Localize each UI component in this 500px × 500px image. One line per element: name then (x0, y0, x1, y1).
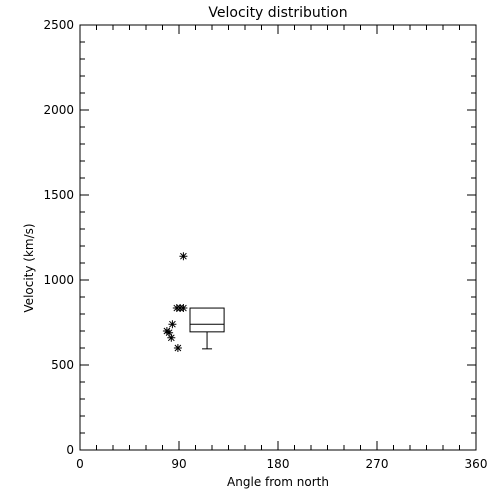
x-tick-label: 0 (76, 457, 84, 471)
y-tick-label: 1000 (43, 273, 74, 287)
data-point (179, 252, 188, 261)
y-tick-label: 1500 (43, 188, 74, 202)
x-tick-label: 180 (267, 457, 290, 471)
axis-tick-labels: 0 90 180 270 360 0 500 1000 1500 2000 2500 (43, 18, 487, 471)
y-tick-label: 0 (66, 443, 74, 457)
data-point (173, 344, 182, 352)
x-tick-label: 90 (171, 457, 186, 471)
data-point (165, 328, 174, 337)
x-axis-label: Angle from north (227, 475, 329, 489)
data-point (167, 333, 176, 342)
y-axis-label: Velocity (km/s) (22, 223, 36, 312)
plot-area-frame (79, 24, 477, 451)
boxplot-box (189, 307, 225, 333)
data-point (168, 320, 177, 329)
axis-ticks (79, 24, 477, 451)
y-tick-label: 2500 (43, 18, 74, 32)
y-tick-label: 2000 (43, 103, 74, 117)
y-tick-label: 500 (51, 358, 74, 372)
x-tick-label: 270 (366, 457, 389, 471)
data-point (179, 304, 188, 313)
scatter-points (162, 252, 188, 352)
boxplot (189, 307, 225, 350)
chart-title: Velocity distribution (208, 5, 347, 21)
x-tick-label: 360 (465, 457, 488, 471)
